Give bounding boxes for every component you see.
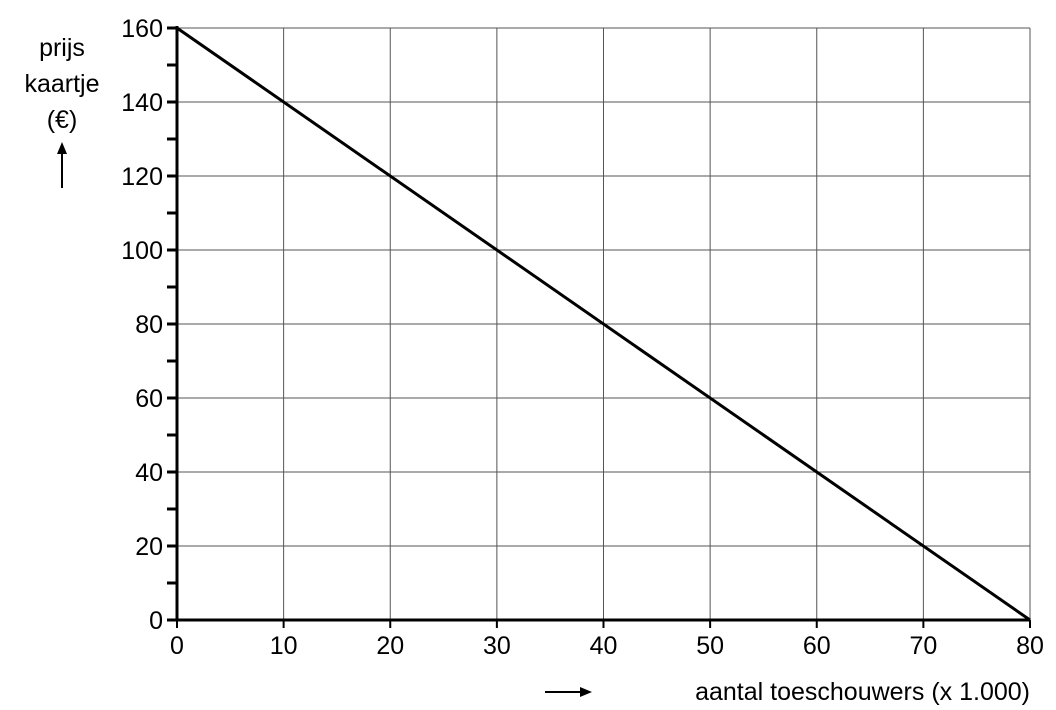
y-axis-label-line-1: prijs: [39, 34, 85, 62]
series-line-0: [176, 26, 1031, 622]
x-tick-label-1: 10: [270, 632, 298, 660]
x-tick-label-3: 30: [483, 632, 511, 660]
grid: [177, 27, 1031, 620]
x-tick-label-0: 0: [170, 632, 184, 660]
x-tick-label-8: 80: [1016, 632, 1044, 660]
x-tick-label-6: 60: [803, 632, 831, 660]
y-axis-label-line-2: kaartje: [24, 70, 99, 98]
y-tick-label-8: 160: [121, 15, 163, 43]
y-tick-label-5: 100: [121, 237, 163, 265]
y-axis-arrow: [57, 142, 67, 188]
y-tick-label-6: 120: [121, 163, 163, 191]
x-tick-label-5: 50: [696, 632, 724, 660]
y-tick-label-0: 0: [149, 607, 163, 635]
y-tick-label-7: 140: [121, 89, 163, 117]
x-tick-label-2: 20: [376, 632, 404, 660]
y-tick-label-3: 60: [135, 385, 163, 413]
y-tick-label-2: 40: [135, 459, 163, 487]
x-tick-label-7: 70: [909, 632, 937, 660]
x-axis-arrow: [545, 687, 592, 697]
series: [176, 26, 1031, 622]
x-axis-label: aantal toeschouwers (x 1.000): [695, 678, 1030, 706]
y-tick-label-1: 20: [135, 533, 163, 561]
x-tick-label-4: 40: [590, 632, 618, 660]
y-tick-label-4: 80: [135, 311, 163, 339]
y-axis-label-line-3: (€): [47, 106, 78, 134]
ticks: [167, 26, 1031, 628]
